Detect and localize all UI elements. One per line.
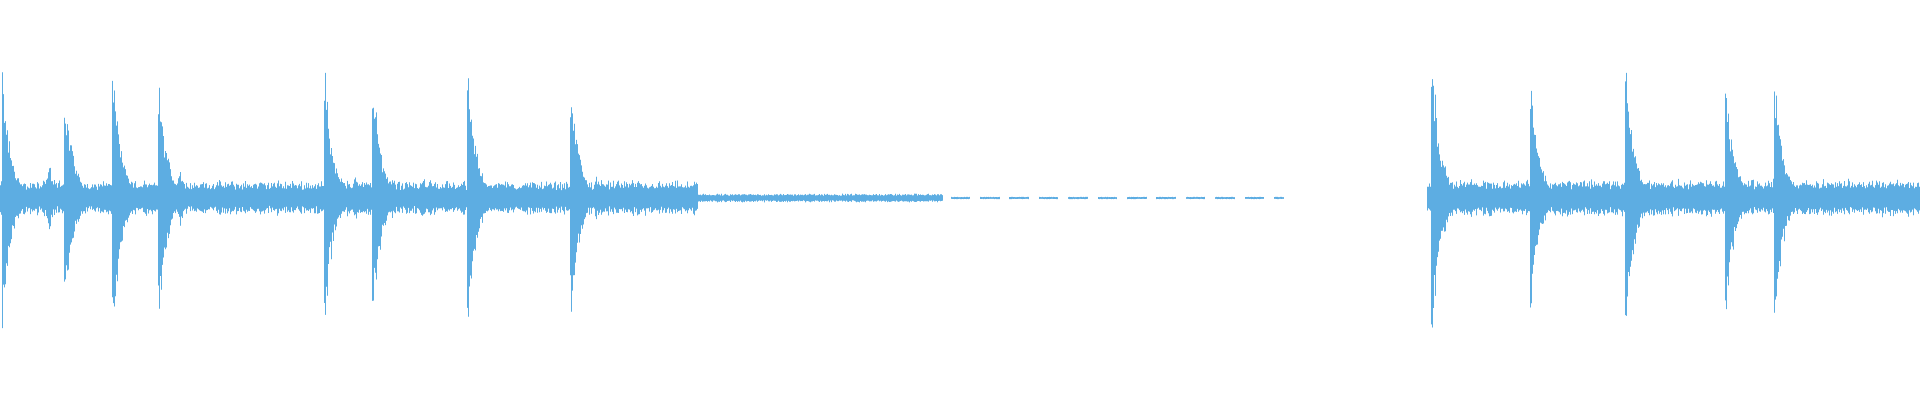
waveform-trace xyxy=(0,72,1920,329)
